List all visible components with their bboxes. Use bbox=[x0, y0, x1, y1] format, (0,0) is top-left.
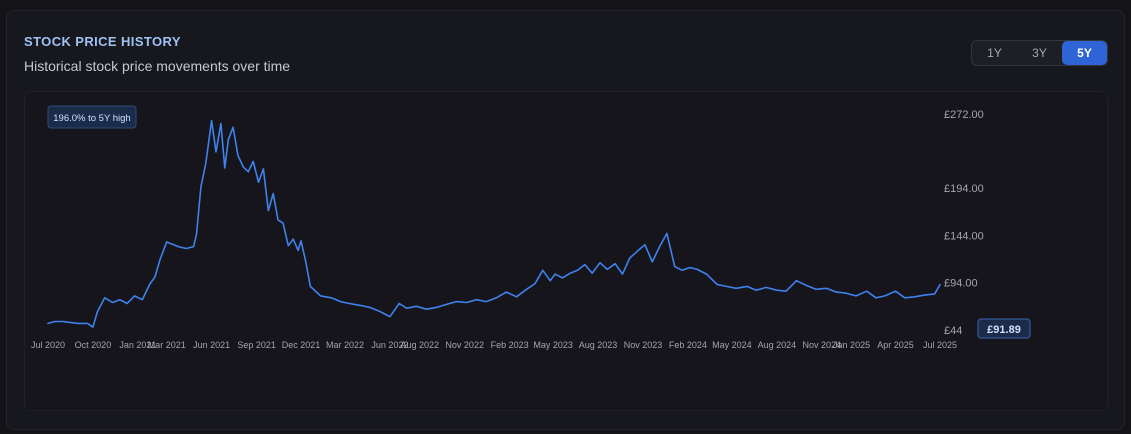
chart-panel: £272.00 £194.00 £144.00 £94.00 £44 Jul 2020 Oc… bbox=[24, 91, 1108, 411]
y-tick-label: £194.00 bbox=[944, 183, 984, 195]
x-tick-label: Feb 2024 bbox=[669, 340, 707, 350]
last-price-text: £91.89 bbox=[987, 324, 1021, 336]
x-tick-label: Sep 2021 bbox=[237, 340, 276, 350]
x-tick-label: Nov 2024 bbox=[803, 340, 842, 350]
card-title: STOCK PRICE HISTORY bbox=[24, 34, 181, 49]
stock-price-history-card: STOCK PRICE HISTORY Historical stock pri… bbox=[6, 10, 1125, 430]
x-tick-label: May 2023 bbox=[533, 340, 573, 350]
range-5y-button[interactable]: 5Y bbox=[1062, 41, 1107, 65]
x-tick-label: Feb 2023 bbox=[491, 340, 529, 350]
x-tick-label: Mar 2022 bbox=[326, 340, 364, 350]
x-tick-label: May 2024 bbox=[712, 340, 752, 350]
x-tick-label: Aug 2022 bbox=[400, 340, 439, 350]
x-tick-label: Nov 2022 bbox=[445, 340, 484, 350]
x-tick-label: Jun 2021 bbox=[193, 340, 230, 350]
y-tick-label: £94.00 bbox=[944, 278, 978, 290]
x-tick-label: Jun 2022 bbox=[371, 340, 408, 350]
x-tick-label: Dec 2021 bbox=[282, 340, 321, 350]
price-series-line bbox=[47, 119, 941, 328]
last-price-badge bbox=[977, 318, 1031, 339]
card-subtitle: Historical stock price movements over ti… bbox=[24, 58, 291, 74]
x-tick-label: Mar 2021 bbox=[148, 340, 186, 350]
range-3y-button[interactable]: 3Y bbox=[1017, 41, 1062, 65]
high-annotation-badge bbox=[47, 105, 137, 129]
y-tick-label: £44 bbox=[944, 325, 962, 337]
x-tick-label: Aug 2023 bbox=[579, 340, 618, 350]
x-tick-label: Jul 2025 bbox=[923, 340, 957, 350]
time-range-selector: 1Y 3Y 5Y bbox=[971, 40, 1108, 66]
y-tick-label: £272.00 bbox=[944, 109, 984, 121]
x-tick-label: Jan 2021 bbox=[119, 340, 156, 350]
x-tick-label: Oct 2020 bbox=[75, 340, 112, 350]
x-tick-label: Jan 2025 bbox=[833, 340, 870, 350]
x-tick-label: Nov 2023 bbox=[624, 340, 663, 350]
high-annotation-text: 196.0% to 5Y high bbox=[53, 113, 130, 124]
x-tick-label: Aug 2024 bbox=[758, 340, 797, 350]
x-tick-label: Jul 2020 bbox=[31, 340, 65, 350]
range-1y-button[interactable]: 1Y bbox=[972, 41, 1017, 65]
y-tick-label: £144.00 bbox=[944, 230, 984, 242]
x-tick-label: Apr 2025 bbox=[877, 340, 914, 350]
price-chart: £272.00 £194.00 £144.00 £94.00 £44 Jul 2020 Oc… bbox=[31, 105, 1031, 350]
